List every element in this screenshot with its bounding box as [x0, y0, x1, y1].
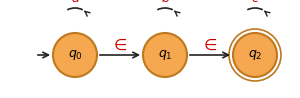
Text: a: a — [71, 0, 79, 5]
Text: $q_1$: $q_1$ — [158, 48, 172, 62]
Text: c: c — [252, 0, 258, 5]
Text: b: b — [161, 0, 169, 5]
Circle shape — [143, 33, 187, 77]
Text: ∈: ∈ — [203, 38, 217, 53]
Text: $q_2$: $q_2$ — [248, 48, 262, 62]
Circle shape — [233, 33, 277, 77]
Circle shape — [53, 33, 97, 77]
Text: $q_0$: $q_0$ — [68, 48, 82, 62]
Text: ∈: ∈ — [113, 38, 127, 53]
